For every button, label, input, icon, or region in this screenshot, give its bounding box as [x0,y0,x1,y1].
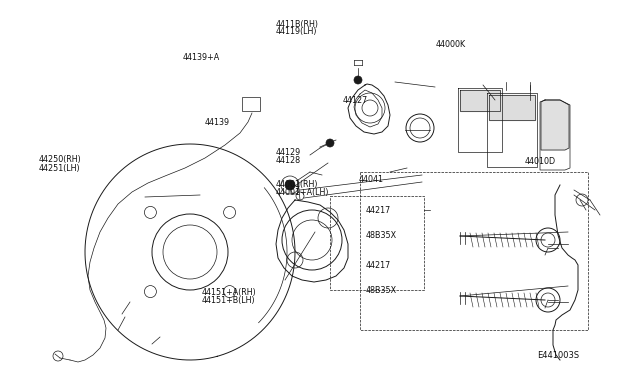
Text: 44010D: 44010D [525,157,556,166]
Text: 48B35X: 48B35X [366,286,397,295]
Polygon shape [460,90,500,111]
Bar [242,97,260,111]
Text: 44000K: 44000K [435,40,465,49]
Polygon shape [489,95,535,120]
Text: 44129: 44129 [275,148,300,157]
Text: E441003S: E441003S [538,351,580,360]
Text: 44001+A(LH): 44001+A(LH) [275,188,329,197]
Text: 4411B(RH): 4411B(RH) [275,20,318,29]
Circle shape [326,139,334,147]
Text: 44127: 44127 [342,96,367,105]
Circle shape [285,180,295,190]
Polygon shape [541,100,569,150]
Text: 44001(RH): 44001(RH) [275,180,317,189]
Text: 44139: 44139 [205,118,230,127]
Text: 44151+B(LH): 44151+B(LH) [202,296,255,305]
Text: 44251(LH): 44251(LH) [38,164,80,173]
Text: 44250(RH): 44250(RH) [38,155,81,164]
Text: 44119(LH): 44119(LH) [275,27,317,36]
Text: 48B35X: 48B35X [366,231,397,240]
Text: 44217: 44217 [366,206,391,215]
Circle shape [354,76,362,84]
Text: 44151+A(RH): 44151+A(RH) [202,288,257,296]
Text: 44217: 44217 [366,262,391,270]
Text: 44128: 44128 [275,156,300,165]
Text: 44041: 44041 [358,175,383,184]
Text: 44139+A: 44139+A [182,53,220,62]
